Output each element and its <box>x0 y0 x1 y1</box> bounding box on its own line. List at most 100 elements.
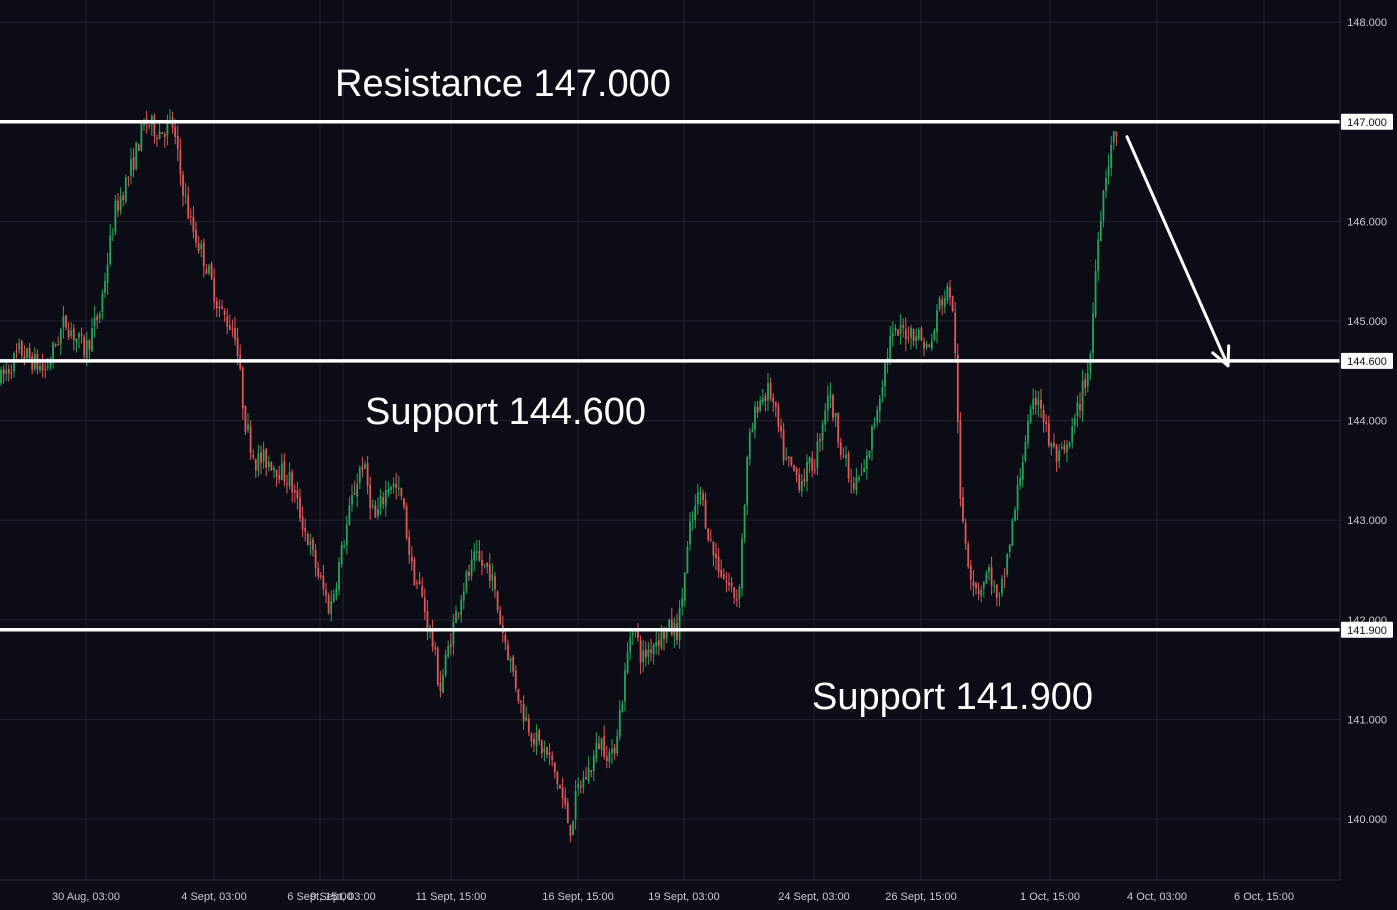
candle-up <box>52 342 54 360</box>
candle-up <box>1099 220 1102 242</box>
candle-down <box>717 556 720 573</box>
candle-up <box>826 396 829 411</box>
candle-up <box>1050 443 1053 447</box>
candle-down <box>449 644 452 647</box>
time-axis-background <box>0 880 1397 910</box>
resistance-label: Resistance 147.000 <box>335 63 671 105</box>
candle-up <box>1011 521 1014 546</box>
candle-up <box>993 585 996 587</box>
candle-down <box>709 539 712 541</box>
candle-down <box>374 505 377 518</box>
time-tick-label: 30 Aug, 03:00 <box>52 891 120 903</box>
candle-up <box>1058 450 1061 461</box>
candle-up <box>689 521 691 545</box>
price-axis[interactable]: 140.000141.000142.000143.000144.000145.0… <box>1339 0 1397 880</box>
candle-down <box>777 406 780 428</box>
candle-down <box>174 127 177 137</box>
candle-down <box>137 144 140 151</box>
candle-up <box>184 194 187 196</box>
candle-down <box>842 455 845 457</box>
candle-up <box>387 488 390 493</box>
candle-up <box>618 710 621 737</box>
candle-down <box>527 718 530 733</box>
candle-up <box>655 641 658 647</box>
candle-up <box>936 310 938 333</box>
candle-up <box>759 400 762 411</box>
candle-down <box>304 528 307 532</box>
candle-up <box>371 506 374 508</box>
candle-up <box>855 477 858 491</box>
candle-up <box>1032 398 1035 410</box>
candle-up <box>348 505 351 525</box>
candle-down <box>54 344 57 347</box>
candle-down <box>670 619 673 635</box>
candle-up <box>1076 402 1079 417</box>
candle-down <box>639 640 642 663</box>
candle-down <box>772 397 775 403</box>
candle-up <box>106 264 109 283</box>
candle-up <box>767 382 769 401</box>
candle-down <box>410 557 413 562</box>
candle-down <box>517 688 520 702</box>
candle-up <box>166 119 169 136</box>
candle-up <box>345 524 348 546</box>
candle-down <box>499 610 502 625</box>
support-lower-label: Support 141.900 <box>812 676 1093 718</box>
candle-up <box>582 778 585 788</box>
candle-down <box>494 576 496 590</box>
candle-up <box>1029 409 1032 422</box>
candle-down <box>798 474 801 490</box>
candle-up <box>824 410 827 425</box>
candle-down <box>787 456 790 459</box>
candle-up <box>444 654 447 675</box>
time-tick-label: 6 Sept, 15:00 <box>287 891 352 903</box>
candle-down <box>712 541 715 556</box>
candle-down <box>197 242 200 252</box>
candle-up <box>743 505 746 539</box>
candle-up <box>1027 421 1029 444</box>
candle-up <box>681 598 684 607</box>
candle-up <box>652 644 655 655</box>
candle-up <box>891 332 894 337</box>
candle-down <box>293 490 296 493</box>
candle-up <box>1094 270 1097 316</box>
candle-down <box>1003 575 1006 577</box>
candle-down <box>813 469 816 471</box>
candle-up <box>917 329 920 339</box>
candle-up <box>871 425 873 450</box>
candle-down <box>1055 445 1058 462</box>
candle-down <box>819 439 821 442</box>
candle-down <box>551 755 554 760</box>
price-tick-label: 140.000 <box>1347 814 1387 826</box>
candle-down <box>715 553 717 559</box>
candle-down <box>421 586 424 597</box>
candle-up <box>351 495 353 505</box>
candle-up <box>572 820 574 835</box>
candle-up <box>280 463 283 481</box>
candle-up <box>169 116 171 118</box>
candle-up <box>101 293 104 312</box>
candle-up <box>1107 166 1110 177</box>
time-axis[interactable]: 30 Aug, 03:00 4 Sept, 03:00 6 Sept, 15:009… <box>0 879 1397 910</box>
candle-down <box>478 550 481 560</box>
candle-down <box>7 368 10 374</box>
candle-up <box>686 546 689 574</box>
candle-down <box>637 630 639 639</box>
candle-down <box>436 648 439 685</box>
candle-up <box>741 538 743 589</box>
candle-down <box>603 736 606 757</box>
candle-up <box>1105 177 1107 191</box>
level-badge-2 <box>1341 621 1393 638</box>
candle-up <box>447 645 450 657</box>
candle-up <box>1016 484 1019 511</box>
candle-up <box>135 142 138 169</box>
candle-up <box>665 627 668 639</box>
forecast-arrow <box>1125 135 1231 368</box>
candle-up <box>678 607 681 641</box>
candle-down <box>728 582 730 586</box>
candle-up <box>483 563 486 566</box>
candle-down <box>231 328 234 330</box>
candle-up <box>1089 354 1092 373</box>
candle-down <box>512 656 515 672</box>
